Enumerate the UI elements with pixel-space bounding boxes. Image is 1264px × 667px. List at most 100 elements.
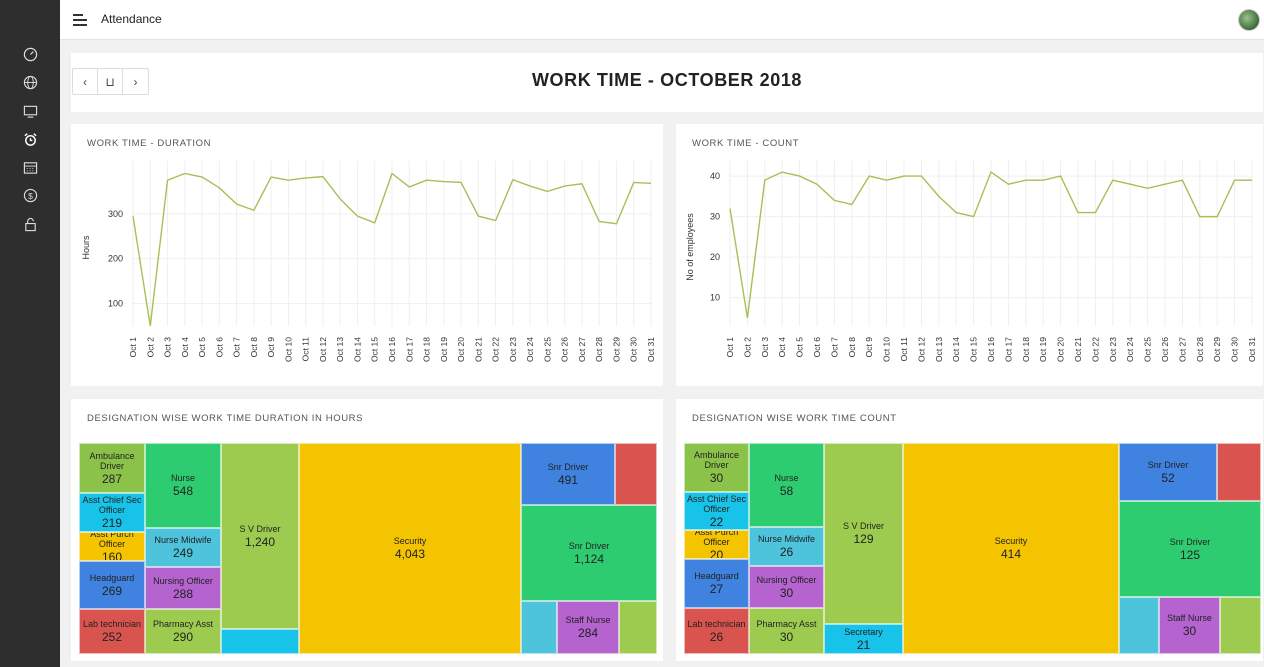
treemap-cell[interactable]: Ambulance Driver 287	[79, 443, 145, 493]
next-button[interactable]: ›	[133, 74, 138, 89]
x-tick-label: Oct 16	[387, 337, 397, 362]
dashboard-icon[interactable]	[22, 46, 38, 62]
treemap-cell[interactable]: Ambulance Driver 30	[684, 443, 749, 492]
treemap-cell[interactable]	[619, 601, 657, 654]
alarm-clock-icon[interactable]	[22, 131, 38, 147]
x-tick-label: Oct 7	[829, 337, 839, 358]
treemap-cell-label: Staff Nurse	[1167, 613, 1212, 623]
x-tick-label: Oct 19	[439, 337, 449, 362]
treemap-cell-label: Nurse	[170, 473, 195, 483]
treemap-cell[interactable]	[615, 443, 657, 505]
treemap-cell-value: 491	[557, 472, 579, 487]
x-tick-label: Oct 5	[795, 337, 805, 358]
treemap-cell-label: Snr Driver	[1147, 459, 1189, 470]
sidebar: $	[0, 0, 60, 667]
svg-text:$: $	[28, 190, 33, 200]
treemap-cell[interactable]: Staff Nurse 284	[557, 601, 619, 654]
y-axis-label: Hours	[81, 235, 91, 260]
treemap-cell[interactable]	[1119, 597, 1159, 654]
duration-treemap-title: DESIGNATION WISE WORK TIME DURATION IN H…	[87, 413, 364, 424]
x-tick-label: Oct 21	[473, 337, 483, 362]
x-tick-label: Oct 15	[969, 337, 979, 362]
x-tick-label: Oct 29	[611, 337, 621, 362]
treemap-cell[interactable]: Asst Chief Sec Officer 219	[79, 493, 145, 532]
treemap-cell-label: Ambulance Driver	[693, 450, 740, 470]
x-tick-label: Oct 28	[594, 337, 604, 362]
treemap-cell[interactable]	[1220, 597, 1261, 654]
treemap-cell-value: 219	[101, 516, 123, 530]
x-tick-label: Oct 1	[725, 337, 735, 358]
treemap-cell[interactable]: Security 414	[903, 443, 1119, 654]
x-tick-label: Oct 25	[1143, 337, 1153, 362]
treemap-cell[interactable]: Asst Purch Officer 160	[79, 532, 145, 561]
x-tick-label: Oct 2	[145, 337, 155, 358]
home-button[interactable]: ⊔	[98, 69, 123, 94]
treemap-cell-value: 30	[779, 585, 794, 600]
treemap-cell[interactable]: Pharmacy Asst 30	[749, 608, 824, 654]
treemap-cell-value: 26	[779, 545, 794, 559]
x-tick-label: Oct 8	[249, 337, 259, 358]
treemap-cell[interactable]: Snr Driver 52	[1119, 443, 1217, 501]
x-tick-label: Oct 29	[1212, 337, 1222, 362]
globe-icon[interactable]	[22, 74, 38, 90]
treemap-cell[interactable]: Nurse Midwife 249	[145, 528, 221, 567]
treemap-cell[interactable]: Nurse 58	[749, 443, 824, 527]
count-treemap-title: DESIGNATION WISE WORK TIME COUNT	[692, 413, 897, 424]
treemap-cell[interactable]	[221, 629, 299, 654]
treemap-cell[interactable]: Snr Driver 491	[521, 443, 615, 505]
monitor-icon[interactable]	[22, 103, 38, 119]
menu-icon[interactable]	[73, 13, 89, 27]
treemap-cell-label: Lab technician	[82, 619, 142, 629]
y-tick-label: 300	[108, 209, 123, 219]
y-tick-label: 20	[710, 252, 720, 262]
x-tick-label: Oct 22	[491, 337, 501, 362]
treemap-cell[interactable]: Nursing Officer 288	[145, 567, 221, 609]
treemap-cell[interactable]: Security 4,043	[299, 443, 521, 654]
treemap-cell[interactable]: Headguard 27	[684, 559, 749, 608]
treemap-cell[interactable]: Lab technician 26	[684, 608, 749, 654]
x-tick-label: Oct 30	[1230, 337, 1240, 362]
prev-button[interactable]: ‹	[73, 69, 98, 94]
avatar[interactable]	[1238, 9, 1260, 31]
x-tick-label: Oct 15	[370, 337, 380, 362]
treemap-cell[interactable]: Snr Driver 125	[1119, 501, 1261, 597]
treemap-cell[interactable]: Nursing Officer 30	[749, 566, 824, 608]
treemap-cell[interactable]: Staff Nurse 30	[1159, 597, 1220, 654]
treemap-cell-label: Pharmacy Asst	[756, 618, 817, 629]
treemap-cell[interactable]: Snr Driver 1,124	[521, 505, 657, 601]
y-tick-label: 100	[108, 299, 123, 309]
treemap-cell[interactable]: Asst Chief Sec Officer 22	[684, 492, 749, 530]
treemap-cell[interactable]	[521, 601, 557, 654]
treemap-cell-label: Security	[994, 536, 1028, 546]
x-tick-label: Oct 21	[1073, 337, 1083, 362]
app-title: Attendance	[101, 12, 162, 26]
x-tick-label: Oct 11	[899, 337, 909, 362]
treemap-cell[interactable]: Asst Purch Officer 20	[684, 530, 749, 559]
y-tick-label: 200	[108, 254, 123, 264]
treemap-cell[interactable]: Pharmacy Asst 290	[145, 609, 221, 654]
top-bar: Attendance	[60, 0, 1264, 40]
treemap-cell-value: 414	[1000, 547, 1022, 561]
treemap-cell[interactable]: Headguard 269	[79, 561, 145, 609]
treemap-cell[interactable]: Lab technician 252	[79, 609, 145, 654]
treemap-cell[interactable]: Secretary 21	[824, 624, 903, 654]
treemap-cell[interactable]	[1217, 443, 1261, 501]
x-tick-label: Oct 23	[508, 337, 518, 362]
treemap-cell-label: Ambulance Driver	[89, 450, 135, 471]
money-icon[interactable]: $	[22, 187, 38, 203]
treemap-cell[interactable]: Nurse 548	[145, 443, 221, 528]
series-line	[729, 170, 1252, 319]
unlock-icon[interactable]	[22, 216, 38, 232]
treemap-cell-value: 288	[172, 586, 194, 601]
count-treemap: Ambulance Driver 30 Asst Chief Sec Officer…	[684, 443, 1261, 654]
treemap-cell-label: Asst Purch Officer	[694, 530, 739, 547]
treemap-cell[interactable]: S V Driver 1,240	[221, 443, 299, 629]
treemap-cell-value: 22	[709, 514, 724, 529]
x-tick-label: Oct 14	[352, 337, 362, 362]
treemap-cell-value: 249	[172, 546, 194, 560]
treemap-cell[interactable]: Nurse Midwife 26	[749, 527, 824, 566]
calendar-icon[interactable]	[22, 159, 38, 175]
treemap-cell[interactable]: S V Driver 129	[824, 443, 903, 624]
treemap-cell-value: 252	[101, 630, 123, 644]
treemap-cell-label: Snr Driver	[568, 540, 610, 551]
